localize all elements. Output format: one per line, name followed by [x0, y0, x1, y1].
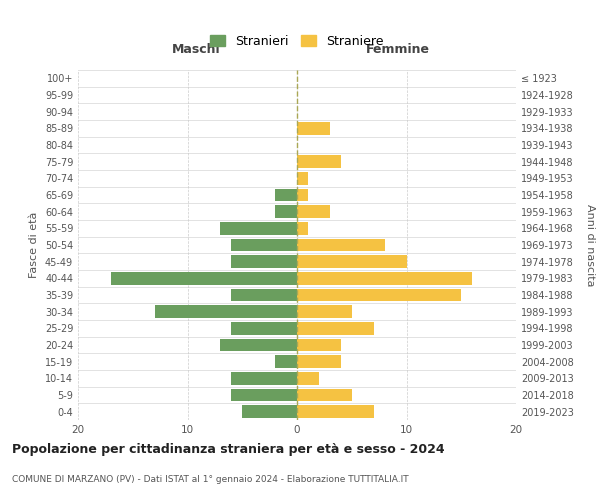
Bar — [275, 188, 297, 201]
Bar — [297, 322, 374, 334]
Bar — [297, 172, 308, 184]
Text: Maschi: Maschi — [172, 43, 221, 56]
Bar — [297, 239, 385, 251]
Bar — [297, 156, 341, 168]
Bar — [220, 222, 297, 234]
Bar — [275, 356, 297, 368]
Y-axis label: Fasce di età: Fasce di età — [29, 212, 39, 278]
Bar — [220, 339, 297, 351]
Bar — [297, 372, 319, 384]
Bar — [232, 372, 297, 384]
Bar — [297, 122, 330, 134]
Text: Femmine: Femmine — [366, 43, 430, 56]
Bar — [297, 339, 341, 351]
Bar — [232, 239, 297, 251]
Bar — [232, 289, 297, 301]
Bar — [242, 406, 297, 418]
Text: Popolazione per cittadinanza straniera per età e sesso - 2024: Popolazione per cittadinanza straniera p… — [12, 442, 445, 456]
Bar — [275, 206, 297, 218]
Bar — [111, 272, 297, 284]
Bar — [232, 256, 297, 268]
Bar — [297, 188, 308, 201]
Text: COMUNE DI MARZANO (PV) - Dati ISTAT al 1° gennaio 2024 - Elaborazione TUTTITALIA: COMUNE DI MARZANO (PV) - Dati ISTAT al 1… — [12, 476, 409, 484]
Y-axis label: Anni di nascita: Anni di nascita — [585, 204, 595, 286]
Legend: Stranieri, Straniere: Stranieri, Straniere — [206, 31, 388, 52]
Bar — [297, 222, 308, 234]
Bar — [155, 306, 297, 318]
Bar — [297, 206, 330, 218]
Bar — [297, 389, 352, 401]
Bar — [297, 306, 352, 318]
Bar — [232, 389, 297, 401]
Bar — [297, 272, 472, 284]
Bar — [232, 322, 297, 334]
Bar — [297, 356, 341, 368]
Bar — [297, 406, 374, 418]
Bar — [297, 289, 461, 301]
Bar — [297, 256, 407, 268]
